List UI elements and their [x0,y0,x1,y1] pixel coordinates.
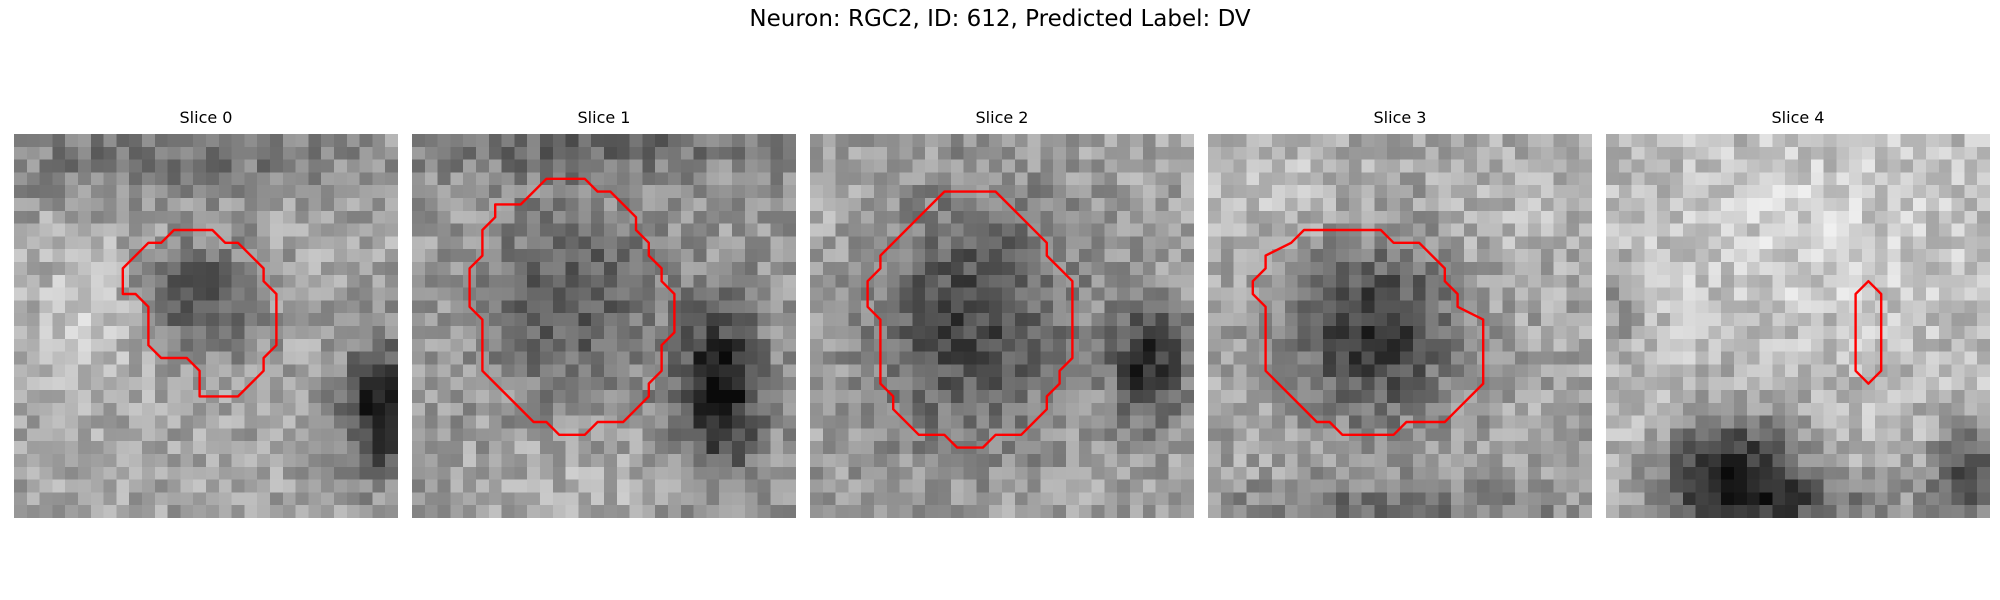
slice-pixels [412,134,796,518]
slice-image [810,134,1194,518]
slice-panel: Slice 4 [1606,108,1990,526]
figure-title: Neuron: RGC2, ID: 612, Predicted Label: … [749,6,1251,32]
slice-pixels [1606,134,1990,518]
slice-image [14,134,398,518]
slice-title: Slice 3 [1373,108,1427,127]
slice-panel: Slice 0 [14,108,398,526]
slice-pixels [14,134,398,518]
slice-image [1208,134,1592,518]
slice-image [412,134,796,518]
slice-image [1606,134,1990,518]
cell-contour [121,228,278,398]
slice-title: Slice 2 [975,108,1029,127]
cell-contour [866,190,1074,449]
slice-title: Slice 4 [1771,108,1825,127]
cell-contour [1854,279,1883,385]
slice-pixels [810,134,1194,518]
slice-panel: Slice 3 [1208,108,1592,526]
slice-panel: Slice 1 [412,108,796,526]
slice-title: Slice 0 [179,108,233,127]
slice-panel: Slice 2 [810,108,1194,526]
cell-contour [468,177,676,436]
slice-pixels [1208,134,1592,518]
cell-contour [1251,228,1485,436]
slice-title: Slice 1 [577,108,631,127]
